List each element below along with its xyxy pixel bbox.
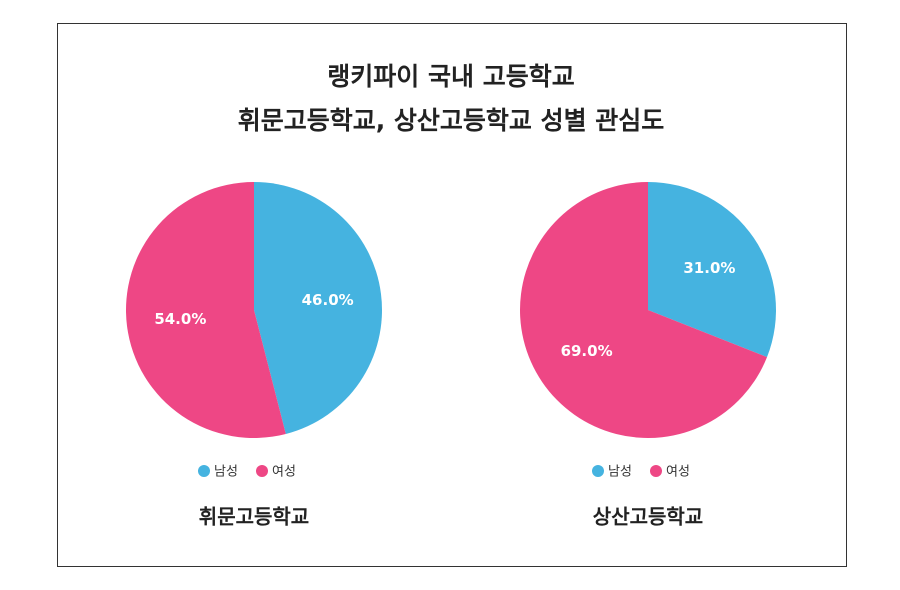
legend-swatch: [198, 465, 210, 477]
legend-swatch: [650, 465, 662, 477]
chart-title: 휘문고등학교: [199, 505, 309, 529]
legend-swatch: [256, 465, 268, 477]
value-label: 54.0%: [154, 310, 206, 328]
value-label: 69.0%: [561, 342, 613, 360]
chart-title: 상산고등학교: [593, 505, 703, 529]
pie-slice: [648, 182, 776, 358]
legend-label: 여성: [666, 465, 690, 480]
title-line: 랭키파이 국내 고등학교: [327, 62, 574, 91]
title-line: 휘문고등학교, 상산고등학교 성별 관심도: [238, 106, 665, 135]
legend-label: 남성: [214, 465, 238, 480]
value-label: 46.0%: [302, 291, 354, 309]
legend-label: 여성: [272, 465, 296, 480]
pie-slice: [125, 182, 286, 438]
value-label: 31.0%: [683, 259, 735, 277]
legend-label: 남성: [608, 465, 632, 480]
pie-slice: [520, 182, 768, 438]
legend-swatch: [592, 465, 604, 477]
pie-slice: [254, 182, 382, 434]
